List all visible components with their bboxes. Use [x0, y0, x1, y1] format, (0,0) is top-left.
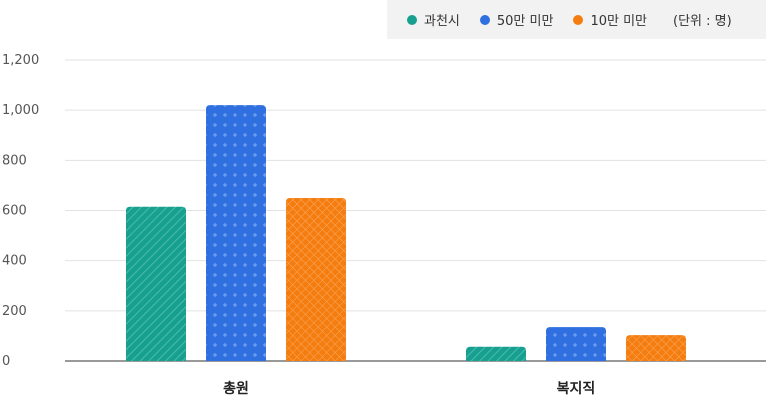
- bar-welfare-series-2: [626, 335, 686, 361]
- bar-total-series-1: [206, 105, 266, 362]
- y-tick-label: 200: [2, 304, 27, 319]
- y-tick-label: 1,000: [2, 103, 39, 118]
- y-tick-label: 0: [2, 354, 10, 369]
- unit-label: (단위 : 명): [673, 14, 732, 29]
- legend-label: 50만 미만: [496, 14, 554, 29]
- legend-dot-icon: [479, 14, 490, 25]
- legend-label: 과천시: [424, 14, 460, 29]
- bar-total-series-2: [286, 197, 346, 361]
- chart-legend: 과천시 50만 미만 10만 미만 (단위 : 명): [387, 0, 766, 39]
- y-tick-label: 600: [2, 204, 27, 219]
- legend-item-gwacheon: 과천시: [407, 10, 460, 29]
- legend-label: 10만 미만: [590, 14, 648, 29]
- legend-item-under-100k: 10만 미만: [573, 10, 647, 29]
- x-category-label: 총원: [223, 381, 249, 397]
- legend-dot-icon: [407, 14, 417, 25]
- x-category-label: 복지직: [557, 380, 596, 397]
- y-tick-label: 1,200: [2, 53, 39, 68]
- bar-welfare-series-0: [466, 346, 526, 361]
- bar-total-series-0: [126, 206, 186, 361]
- legend-item-under-500k: 50만 미만: [479, 10, 554, 29]
- y-tick-label: 800: [2, 153, 27, 168]
- y-tick-label: 400: [2, 254, 27, 269]
- legend-dot-icon: [573, 14, 584, 25]
- bar-welfare-series-1: [546, 327, 606, 361]
